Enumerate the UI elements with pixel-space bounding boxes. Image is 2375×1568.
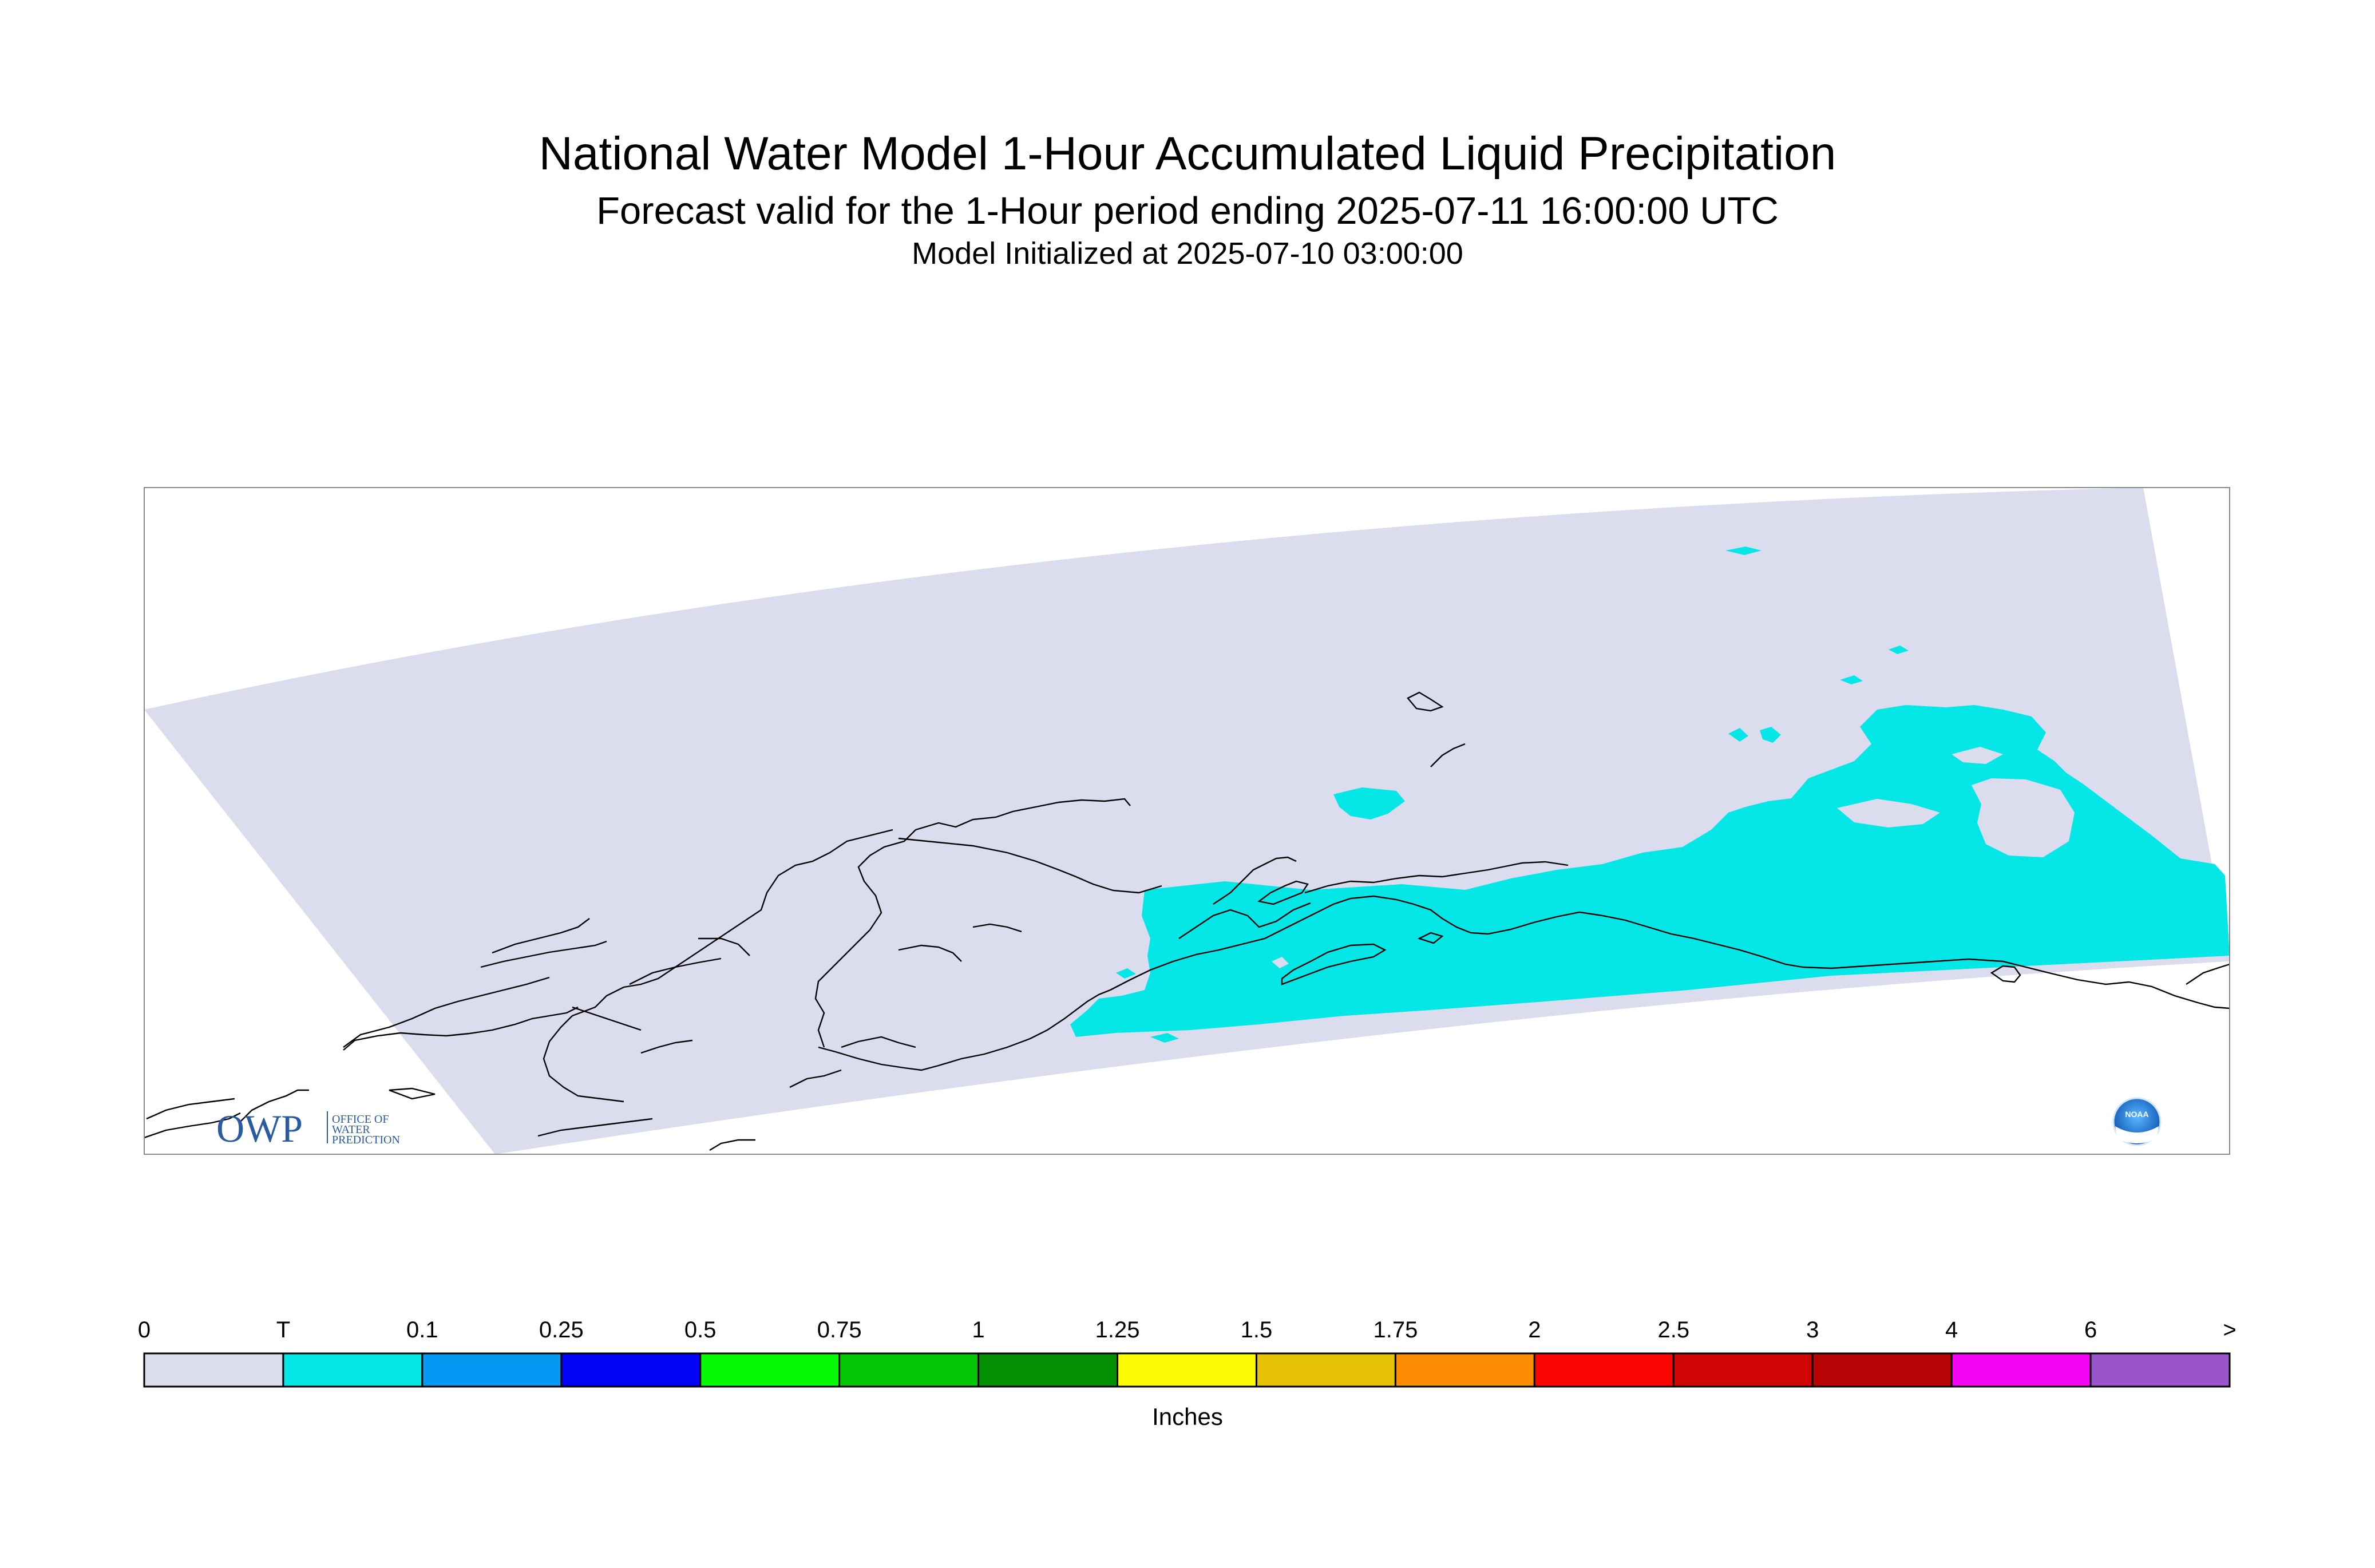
legend-box-14: [2089, 1352, 2231, 1388]
legend-tick-label: 1.5: [1241, 1317, 1273, 1343]
legend-box-11: [1672, 1352, 1814, 1388]
legend-box-13: [1950, 1352, 2092, 1388]
legend-tick-label: 1: [972, 1317, 984, 1343]
legend-box-8: [1255, 1352, 1396, 1388]
legend-box-12: [1811, 1352, 1953, 1388]
legend-tick-label: 0.25: [539, 1317, 584, 1343]
legend-color-boxes: [143, 1352, 2231, 1388]
legend-box-3: [560, 1352, 702, 1388]
legend-box-4: [699, 1352, 841, 1388]
legend-tick-label: 2: [1528, 1317, 1541, 1343]
map-subtitle-valid-time: Forecast valid for the 1-Hour period end…: [596, 189, 1779, 232]
legend-tick-labels: 0 T 0.1 0.25 0.5 0.75 1 1.25 1.5 1.75 2 2.5 3 4 6 >: [138, 1317, 2237, 1343]
legend-tick-label: 0.75: [817, 1317, 862, 1343]
owp-logo-sub-2: WATER: [332, 1123, 370, 1136]
precip-gaps: [1272, 747, 2075, 968]
legend-tick-label: 6: [2084, 1317, 2097, 1343]
map-title: National Water Model 1-Hour Accumulated …: [539, 128, 1836, 180]
legend-tick-label: 4: [1945, 1317, 1958, 1343]
noaa-logo: NOAA: [2112, 1097, 2162, 1146]
legend-tick-label: T: [276, 1317, 290, 1343]
map-subtitle-init-time: Model Initialized at 2025-07-10 03:00:00: [912, 236, 1463, 271]
legend-tick-label: 3: [1806, 1317, 1819, 1343]
legend-tick-label: 2.5: [1657, 1317, 1689, 1343]
legend-tick-label: >: [2223, 1317, 2236, 1343]
legend-box-0: [143, 1352, 284, 1388]
precip-trace-areas: [1070, 547, 2230, 1043]
owp-logo-sub-3: PREDICTION: [332, 1134, 400, 1146]
owp-logo-sub-1: OFFICE OF: [332, 1113, 389, 1126]
legend-tick-label: 1.75: [1373, 1317, 1418, 1343]
legend-box-6: [977, 1352, 1119, 1388]
legend-box-10: [1533, 1352, 1675, 1388]
legend-tick-label: 0.1: [406, 1317, 438, 1343]
owp-logo: OWP OFFICE OF WATER PREDICTION: [216, 1107, 400, 1150]
map-frame: [144, 487, 2230, 1155]
legend-tick-label: 1.25: [1095, 1317, 1140, 1343]
noaa-logo-text: NOAA: [2125, 1110, 2148, 1119]
legend-box-2: [421, 1352, 563, 1388]
legend-box-1: [282, 1352, 423, 1388]
legend-unit-label: Inches: [1152, 1403, 1223, 1430]
owp-logo-text: OWP: [216, 1107, 303, 1150]
legend-box-5: [838, 1352, 980, 1388]
coastlines: [144, 691, 2230, 1151]
legend-tick-label: 0: [138, 1317, 151, 1343]
legend-tick-label: 0.5: [684, 1317, 717, 1343]
legend-box-9: [1394, 1352, 1535, 1388]
legend-box-7: [1117, 1352, 1257, 1388]
